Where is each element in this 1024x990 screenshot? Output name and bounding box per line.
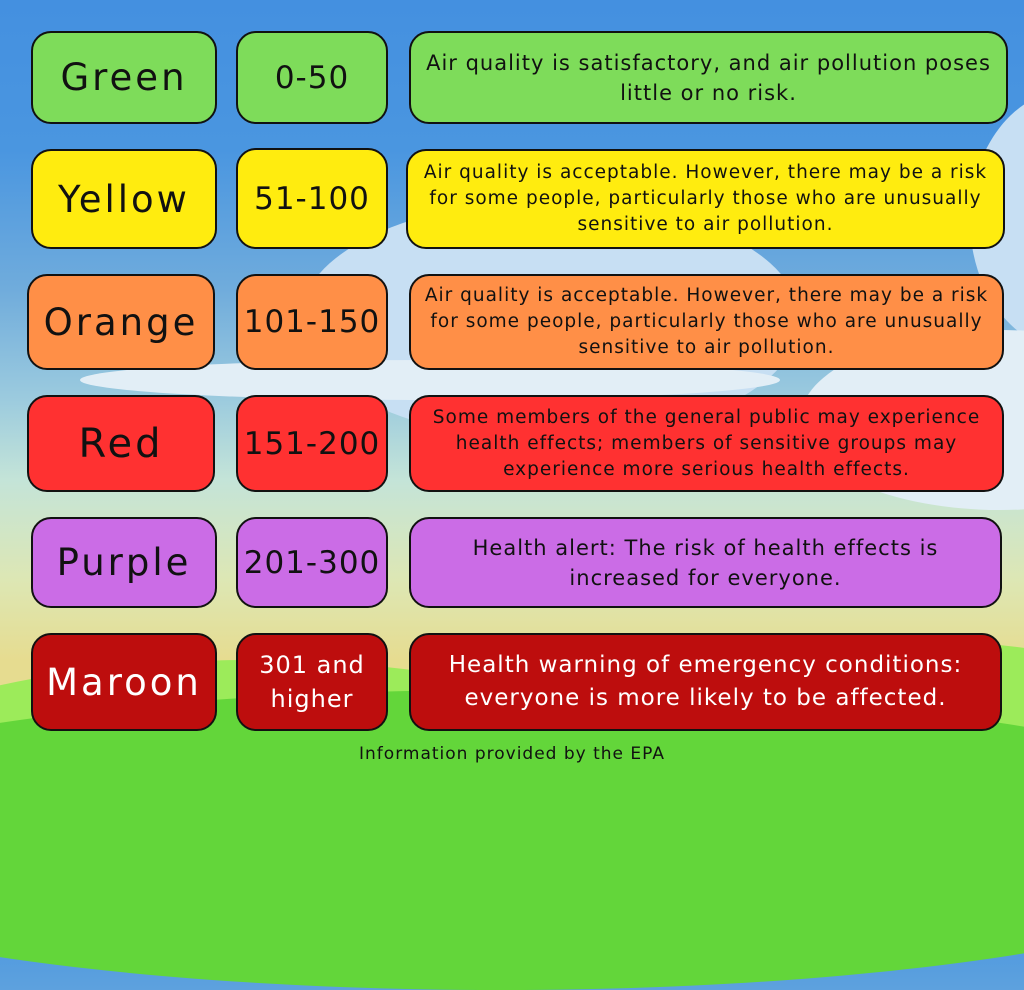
level-description-orange: Air quality is acceptable. However, ther… [409,274,1004,370]
level-range-green: 0-50 [236,31,388,124]
level-range-purple: 201-300 [236,517,388,608]
level-range-maroon: 301 and higher [236,633,388,731]
level-description-yellow: Air quality is acceptable. However, ther… [406,149,1005,249]
hill-shape [0,690,1024,990]
level-description-green: Air quality is satisfactory, and air pol… [409,31,1008,124]
level-range-yellow: 51-100 [236,148,388,249]
level-range-red: 151-200 [236,395,388,492]
source-credit: Information provided by the EPA [359,744,665,764]
level-range-orange: 101-150 [236,274,388,370]
level-description-maroon: Health warning of emergency conditions: … [409,633,1002,731]
level-name-orange: Orange [27,274,215,370]
level-name-purple: Purple [31,517,217,608]
level-name-maroon: Maroon [31,633,217,731]
level-description-red: Some members of the general public may e… [409,395,1004,492]
level-description-purple: Health alert: The risk of health effects… [409,517,1002,608]
level-name-yellow: Yellow [31,149,217,249]
level-name-green: Green [31,31,217,124]
level-name-red: Red [27,395,215,492]
